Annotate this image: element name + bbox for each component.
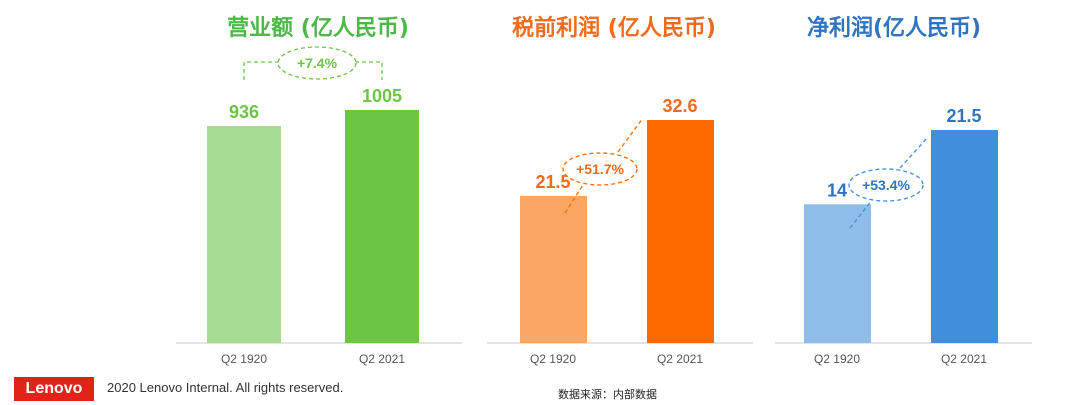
chart-revenue: 营业额 (亿人民币) 936 1005 Q2 1920 Q2 2021 +7.4… [176, 16, 462, 366]
chart-net-profit-title: 净利润(亿人民币) [807, 15, 981, 41]
chart-net-profit-value-q2-1920: 14 [827, 180, 847, 200]
chart-pretax-profit-growth-connector [564, 117, 644, 214]
lenovo-logo: Lenovo [14, 377, 94, 401]
chart-pretax-profit-value-q2-2021: 32.6 [662, 96, 697, 116]
chart-pretax-profit-title: 税前利润 (亿人民币) [512, 15, 716, 41]
chart-pretax-profit-bar-q2-2021 [647, 120, 714, 343]
copyright-text: 2020 Lenovo Internal. All rights reserve… [107, 380, 344, 395]
chart-revenue-bar-q2-2021 [345, 110, 419, 343]
chart-net-profit-tick-q2-1920: Q2 1920 [814, 352, 860, 366]
chart-net-profit-tick-q2-2021: Q2 2021 [941, 352, 987, 366]
chart-net-profit-growth-connector [849, 136, 929, 229]
chart-pretax-profit-tick-q2-2021: Q2 2021 [657, 352, 703, 366]
chart-net-profit-value-q2-2021: 21.5 [946, 106, 981, 126]
chart-net-profit-growth-label: +53.4% [862, 177, 910, 193]
chart-revenue-growth-ellipse [277, 46, 357, 80]
chart-pretax-profit-growth-ellipse [562, 152, 638, 186]
chart-net-profit-bar-q2-2021 [931, 130, 998, 343]
chart-pretax-profit: 税前利润 (亿人民币) 21.5 32.6 Q2 1920 Q2 2021 +5… [487, 15, 753, 366]
chart-revenue-growth-label: +7.4% [297, 55, 338, 71]
chart-revenue-bar-q2-1920 [207, 125, 281, 344]
chart-revenue-value-q2-1920: 936 [229, 102, 259, 122]
chart-revenue-tick-q2-1920: Q2 1920 [221, 352, 267, 366]
chart-revenue-tick-q2-2021: Q2 2021 [359, 352, 405, 366]
chart-net-profit-bar-q2-1920 [804, 204, 871, 343]
chart-pretax-profit-value-q2-1920: 21.5 [535, 172, 570, 192]
chart-net-profit: 净利润(亿人民币) 14 21.5 Q2 1920 Q2 2021 +53.4% [775, 15, 1032, 366]
chart-revenue-title: 营业额 (亿人民币) [227, 16, 409, 41]
chart-pretax-profit-tick-q2-1920: Q2 1920 [530, 352, 576, 366]
chart-revenue-value-q2-2021: 1005 [362, 86, 402, 106]
chart-pretax-profit-growth-label: +51.7% [576, 161, 624, 177]
chart-revenue-growth-bracket [243, 61, 383, 80]
data-source-text: 数据来源：内部数据 [558, 388, 657, 401]
chart-pretax-profit-bar-q2-1920 [520, 195, 587, 343]
chart-net-profit-growth-ellipse [848, 168, 924, 202]
